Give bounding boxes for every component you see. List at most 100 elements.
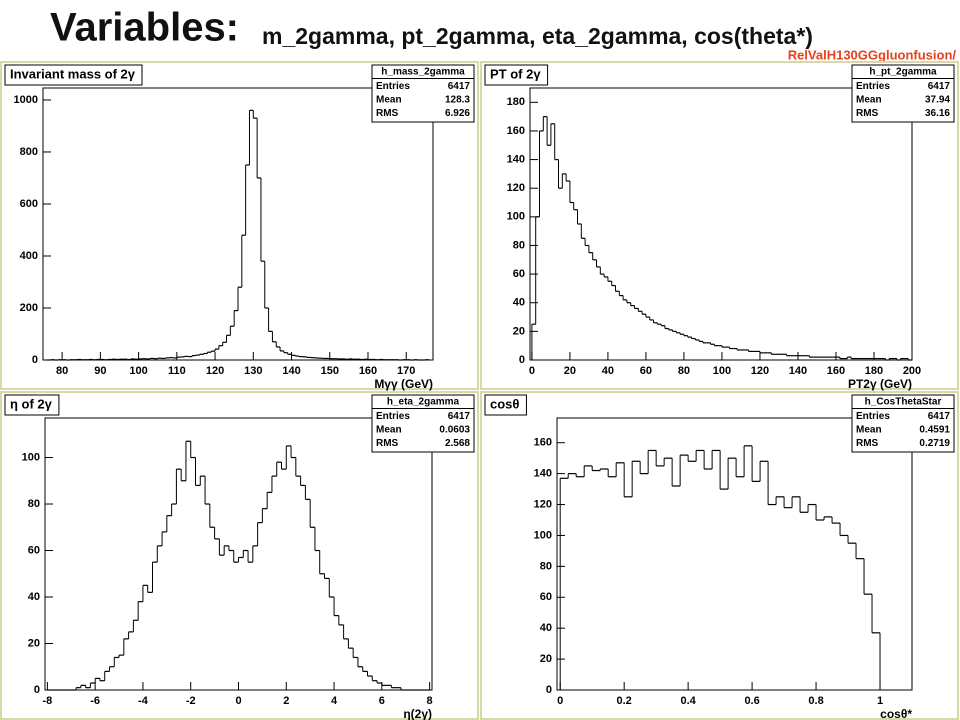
y-tick-label: 40 [540,622,552,634]
stats-value: 0.0603 [439,424,470,435]
x-tick-label: 140 [282,365,300,377]
y-tick-label: 100 [22,451,40,463]
title-box [4,394,60,416]
title-box [4,64,143,86]
plot-frame [556,417,913,691]
y-tick-label: 140 [534,468,552,480]
x-axis-title: η(2γ) [403,707,432,720]
stats-label: RMS [856,438,879,449]
y-tick-label: 60 [540,591,552,603]
x-tick-label: -8 [42,695,52,707]
stats-box [851,64,955,123]
stats-label: Entries [376,411,410,422]
x-tick-label: 1 [877,695,883,707]
x-tick-label: 120 [206,365,224,377]
x-tick-label: 170 [397,365,415,377]
x-tick-label: 160 [827,365,845,377]
x-tick-label: 80 [678,365,690,377]
stats-value: 6417 [448,411,471,422]
x-tick-label: 0.8 [808,695,823,707]
y-tick-label: 80 [28,498,40,510]
stats-box [371,394,475,453]
x-tick-label: 0 [529,365,535,377]
stats-label: Mean [376,94,402,105]
stats-value: 0.4591 [919,424,950,435]
x-tick-label: 100 [713,365,731,377]
stats-value: 2.568 [445,438,470,449]
stats-label: Entries [856,411,890,422]
histogram-title: PT of 2γ [490,66,541,81]
histogram-title: η of 2γ [10,396,53,411]
x-tick-label: 200 [903,365,921,377]
histogram-title: Invariant mass of 2γ [10,66,136,81]
x-tick-label: 110 [168,365,186,377]
slide-subtitle: m_2gamma, pt_2gamma, eta_2gamma, cos(the… [262,23,813,49]
x-tick-label: 140 [789,365,807,377]
y-tick-label: 400 [20,250,38,262]
y-tick-label: 20 [513,325,525,337]
x-tick-label: 150 [321,365,339,377]
stats-value: 6.926 [445,108,470,119]
y-tick-label: 120 [534,498,552,510]
x-tick-label: 160 [359,365,377,377]
x-tick-label: 180 [865,365,883,377]
x-tick-label: -4 [138,695,149,707]
title-box [484,64,549,86]
y-tick-label: 20 [28,637,40,649]
plot-frame [529,87,913,361]
stats-value: 6417 [928,411,951,422]
y-tick-label: 0 [34,684,40,696]
x-tick-label: 6 [379,695,385,707]
x-tick-label: 60 [640,365,652,377]
x-tick-label: 0.2 [617,695,632,707]
stats-label: Entries [376,81,410,92]
y-tick-label: 200 [20,302,38,314]
y-tick-label: 60 [28,544,40,556]
y-tick-label: 160 [507,125,525,137]
stats-value: 128.3 [445,94,470,105]
x-tick-label: 80 [56,365,68,377]
x-axis-title: PT2γ (GeV) [848,377,912,391]
y-tick-label: 120 [507,182,525,194]
slide-title: Variables: [50,6,239,50]
x-axis-title: cosθ* [880,707,912,720]
y-tick-label: 180 [507,96,525,108]
y-tick-label: 600 [20,198,38,210]
stats-value: 36.16 [925,108,950,119]
x-tick-label: 0.4 [680,695,696,707]
dataset-tag: RelValH130GGgluonfusion/ [788,47,957,62]
y-tick-label: 60 [513,268,525,280]
y-tick-label: 1000 [14,94,38,106]
stats-value: 37.94 [925,94,950,105]
y-tick-label: 20 [540,653,552,665]
y-tick-label: 160 [534,437,552,449]
stats-name: h_pt_2gamma [869,67,937,78]
y-tick-label: 80 [513,239,525,251]
x-tick-label: 0.6 [744,695,759,707]
stats-label: Mean [856,94,882,105]
stats-name: h_mass_2gamma [381,67,465,78]
x-tick-label: 8 [427,695,433,707]
stats-value: 6417 [928,81,951,92]
stats-label: Mean [376,424,402,435]
y-tick-label: 0 [519,354,525,366]
stats-value: 0.2719 [919,438,950,449]
y-tick-label: 0 [546,684,552,696]
x-tick-label: 100 [129,365,147,377]
y-tick-label: 100 [534,529,552,541]
stats-label: Mean [856,424,882,435]
title-box [484,394,527,416]
x-tick-label: -2 [186,695,196,707]
stats-box [371,64,475,123]
stats-label: RMS [376,108,399,119]
x-tick-label: 20 [564,365,576,377]
stats-value: 6417 [448,81,471,92]
histogram-title: cosθ [490,396,519,411]
stats-label: RMS [856,108,879,119]
stats-box [851,394,955,453]
y-tick-label: 140 [507,153,525,165]
stats-label: RMS [376,438,399,449]
y-tick-label: 40 [28,591,40,603]
x-tick-label: 120 [751,365,769,377]
